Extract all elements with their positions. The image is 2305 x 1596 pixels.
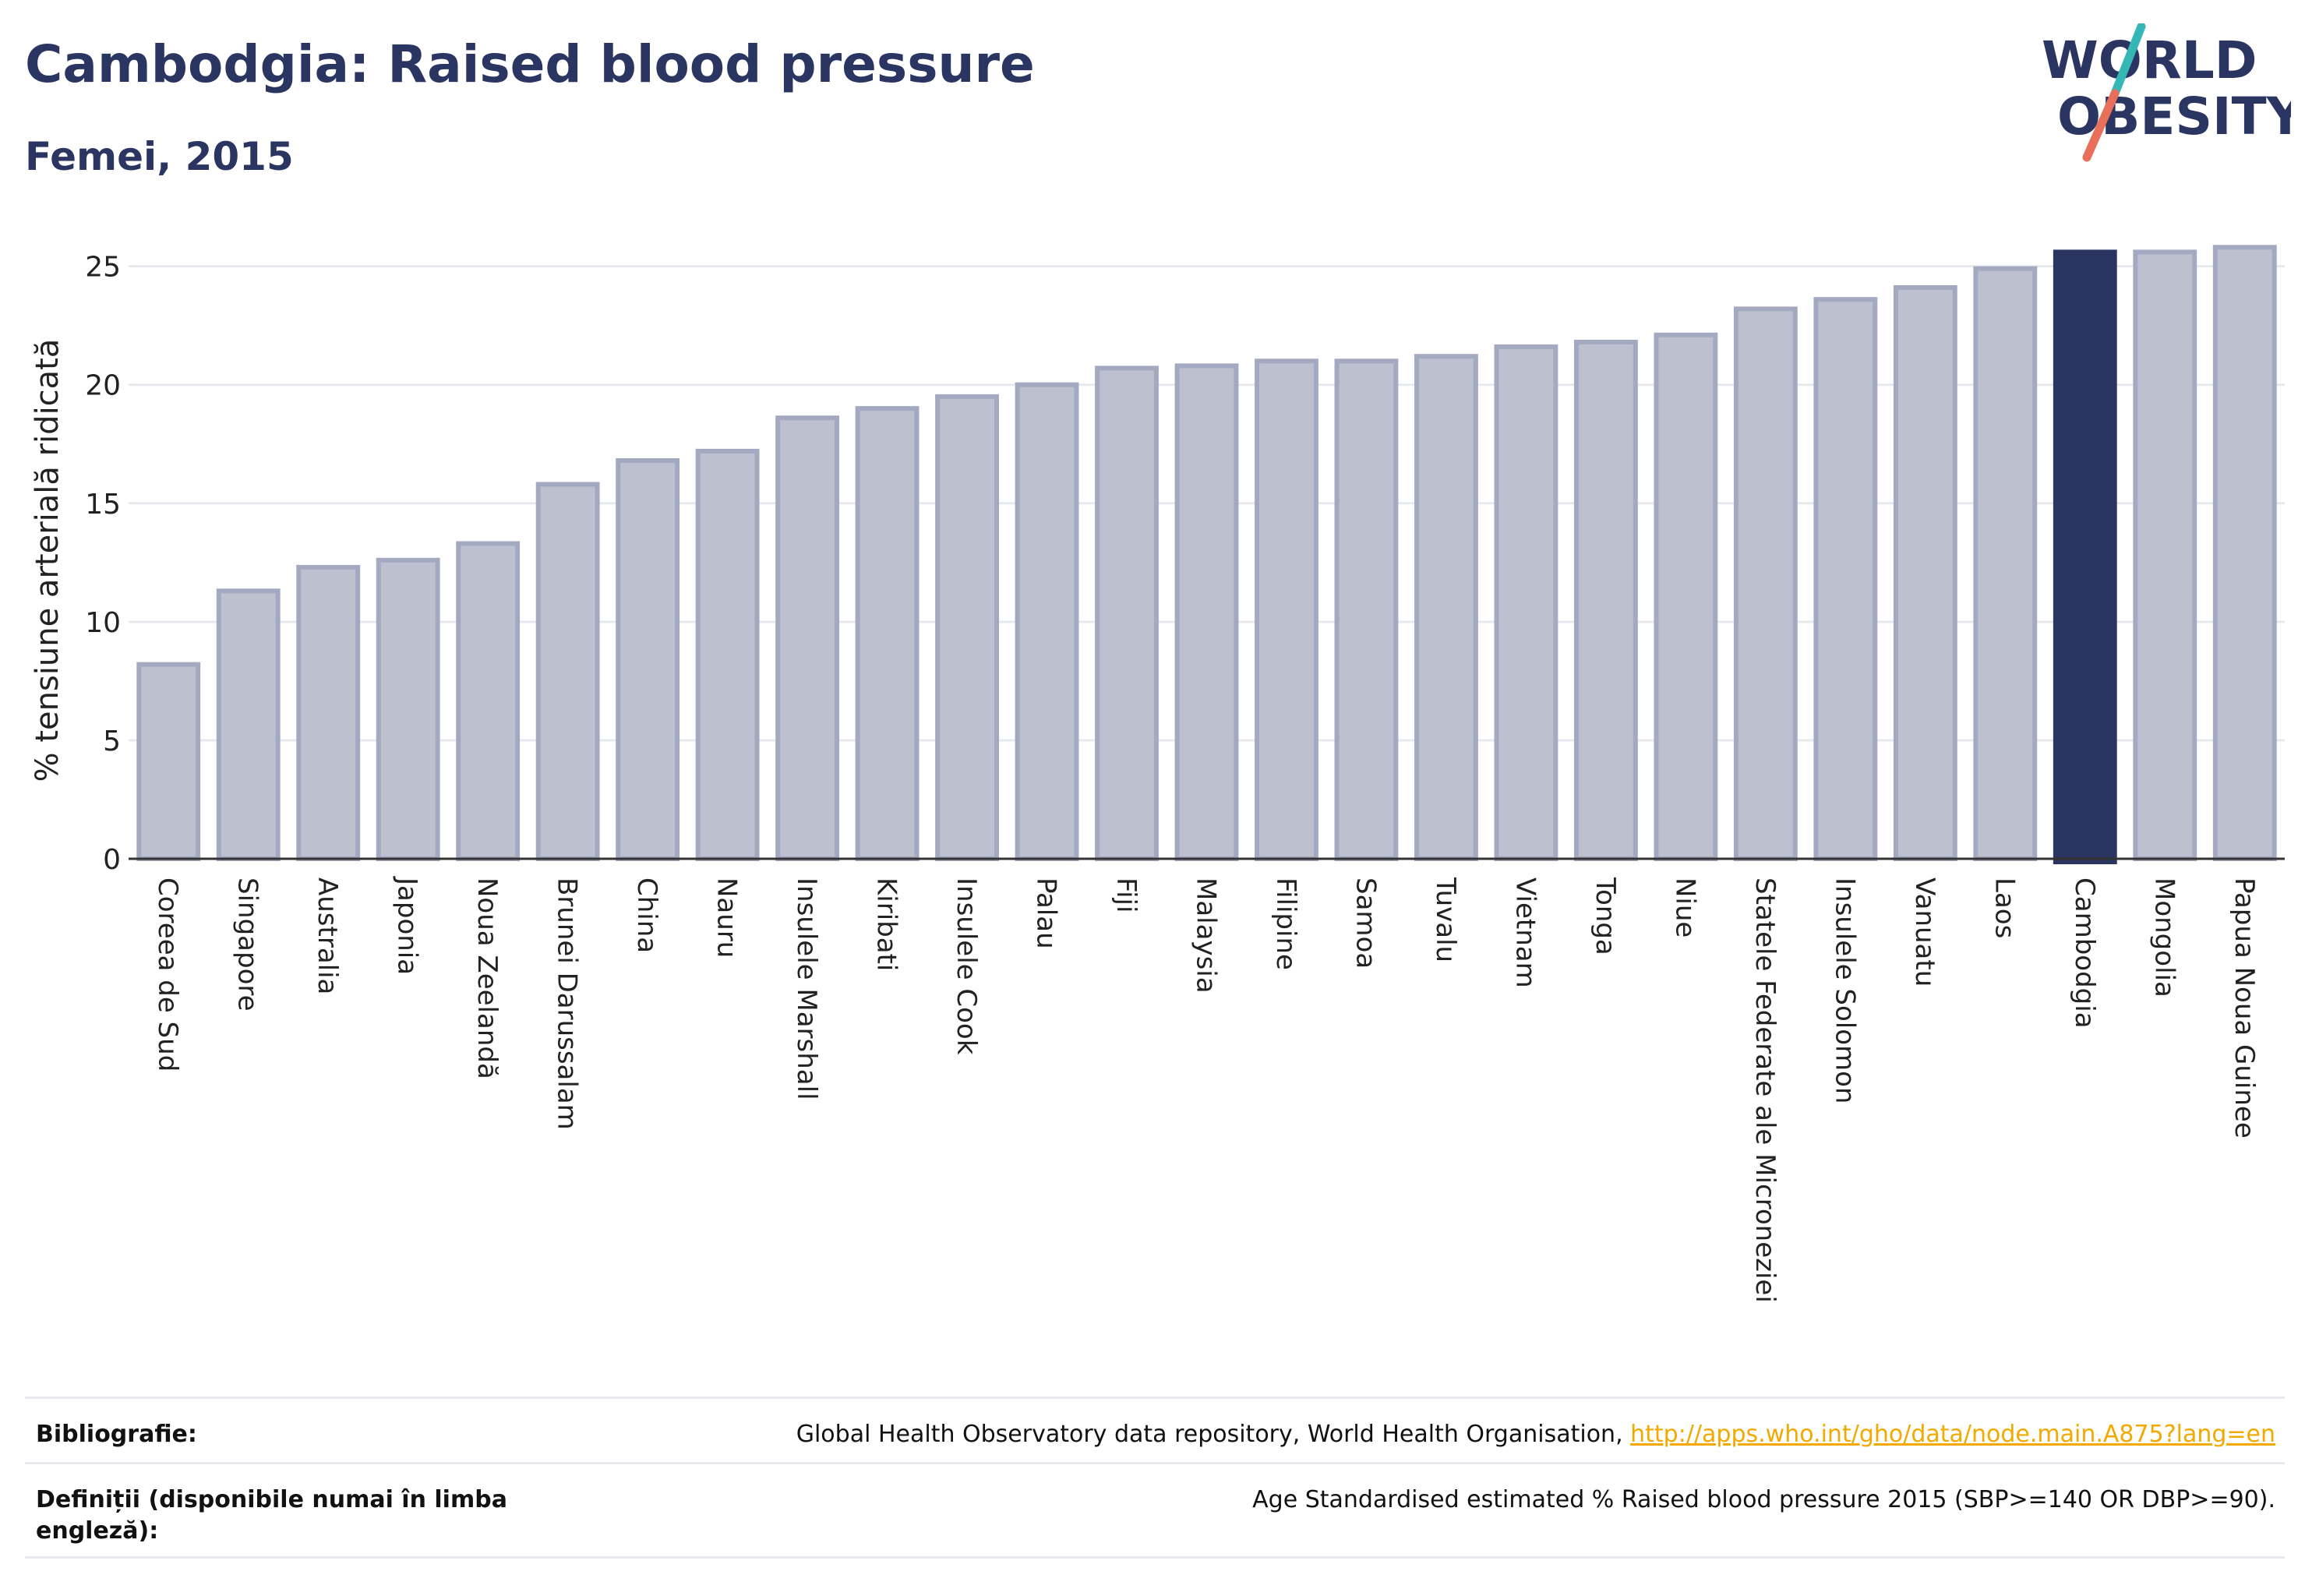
logo-line1: WORLD — [2042, 30, 2257, 90]
bar-malaysia[interactable] — [1174, 363, 1239, 861]
bibliography-link[interactable]: http://apps.who.int/gho/data/node.main.A… — [1630, 1421, 2275, 1448]
bar-vietnam[interactable] — [1494, 344, 1558, 862]
bar-vanuatu[interactable] — [1893, 284, 1957, 861]
x-category-label: Papua Noua Guinee — [2229, 877, 2260, 1139]
bibliography-value: Global Health Observatory data repositor… — [796, 1419, 2275, 1450]
definitions-value: Age Standardised estimated % Raised bloo… — [1252, 1486, 2275, 1513]
bar-insulele-cook[interactable] — [935, 394, 999, 862]
logo-slash-teal — [2110, 23, 2146, 98]
x-category-label: Tonga — [1590, 877, 1621, 955]
bar-papua-noua-guinee[interactable] — [2212, 245, 2277, 861]
x-category-label: Vietnam — [1509, 877, 1541, 988]
bar-singapore[interactable] — [216, 588, 281, 861]
x-category-label: Brunei Darussalam — [552, 877, 583, 1130]
footer: Bibliografie: Global Health Observatory … — [25, 1396, 2285, 1559]
y-axis-label: % tensiune arterială ridicată — [30, 339, 65, 782]
x-category-label: Coreea de Sud — [152, 877, 183, 1072]
bar-samoa[interactable] — [1334, 358, 1399, 861]
logo-slash-red — [2082, 89, 2120, 162]
bar-australia[interactable] — [296, 564, 361, 861]
x-category-label: Fiji — [1110, 877, 1142, 913]
bar-statele-federate-ale-microneziei[interactable] — [1733, 306, 1798, 861]
x-category-label: Palau — [1031, 877, 1062, 949]
world-obesity-logo: WORLD OBESITY — [2042, 23, 2291, 162]
x-category-label: Noua Zeelandă — [471, 877, 503, 1079]
bar-niue[interactable] — [1654, 332, 1718, 861]
bar-cambodgia[interactable] — [2053, 249, 2117, 864]
bar-china[interactable] — [616, 458, 680, 861]
x-category-label: Australia — [312, 877, 343, 994]
x-category-label: Tuvalu — [1430, 877, 1461, 962]
y-tick-labels: 0 5 10 15 20 25 — [85, 252, 121, 876]
bibliography-text: Global Health Observatory data repositor… — [796, 1421, 1631, 1448]
x-category-label: Cambodgia — [2069, 877, 2100, 1029]
bar-noua-zeeland-[interactable] — [456, 541, 521, 861]
definitions-label: Definiții (disponibile numai în limba en… — [36, 1486, 507, 1545]
bar-laos[interactable] — [1973, 266, 2038, 862]
x-category-labels: Coreea de Sud Singapore Australia Japonia No… — [152, 876, 2260, 1303]
x-category-label: Nauru — [711, 877, 743, 958]
bar-nauru[interactable] — [695, 448, 760, 861]
y-tick-label: 0 — [103, 844, 121, 876]
x-category-label: Statele Federate ale Microneziei — [1749, 877, 1781, 1303]
bar-coreea-de-sud[interactable] — [136, 662, 201, 862]
x-category-label: Kiribati — [871, 877, 902, 971]
bar-brunei-darussalam[interactable] — [535, 482, 600, 862]
bar-mongolia[interactable] — [2133, 249, 2197, 861]
y-tick-label: 5 — [103, 726, 121, 757]
y-tick-label: 10 — [85, 607, 121, 639]
y-tick-label: 20 — [85, 370, 121, 402]
x-category-label: Filipine — [1270, 877, 1301, 970]
x-category-label: Insulele Marshall — [791, 877, 822, 1100]
bar-japonia[interactable] — [376, 557, 440, 862]
bar-kiribati[interactable] — [855, 406, 920, 861]
x-category-label: Singapore — [232, 877, 263, 1012]
x-category-label: Samoa — [1350, 877, 1381, 969]
bibliography-label: Bibliografie: — [36, 1421, 197, 1448]
bar-chart: 0 5 10 15 20 25 Coreea de Sud Singapore Austral… — [30, 245, 2285, 1303]
bar-filipine[interactable] — [1255, 358, 1318, 861]
bar-tuvalu[interactable] — [1414, 354, 1478, 861]
x-category-label: Insulele Solomon — [1829, 877, 1860, 1103]
definitions-row: Definiții (disponibile numai în limba en… — [25, 1462, 2285, 1559]
x-category-label: Mongolia — [2148, 877, 2180, 998]
bar-insulele-marshall[interactable] — [775, 415, 840, 861]
x-category-label: Japonia — [392, 876, 423, 975]
x-category-label: China — [631, 877, 662, 953]
x-category-label: Vanuatu — [1909, 877, 1940, 987]
y-tick-label: 15 — [85, 489, 121, 521]
bar-tonga[interactable] — [1573, 339, 1638, 862]
bar-palau[interactable] — [1015, 382, 1079, 861]
chart-title: Cambodgia: Raised blood pressure — [25, 34, 1035, 94]
x-category-label: Malaysia — [1191, 877, 1222, 994]
bars — [136, 245, 2277, 864]
x-category-label: Laos — [1989, 877, 2020, 938]
bar-insulele-solomon[interactable] — [1813, 297, 1878, 861]
x-category-label: Insulele Cook — [951, 877, 982, 1055]
chart-subtitle: Femei, 2015 — [25, 134, 294, 179]
x-category-label: Niue — [1669, 877, 1700, 937]
bar-fiji[interactable] — [1095, 365, 1159, 862]
bibliography-row: Bibliografie: Global Health Observatory … — [25, 1396, 2285, 1462]
y-tick-label: 25 — [85, 252, 121, 284]
